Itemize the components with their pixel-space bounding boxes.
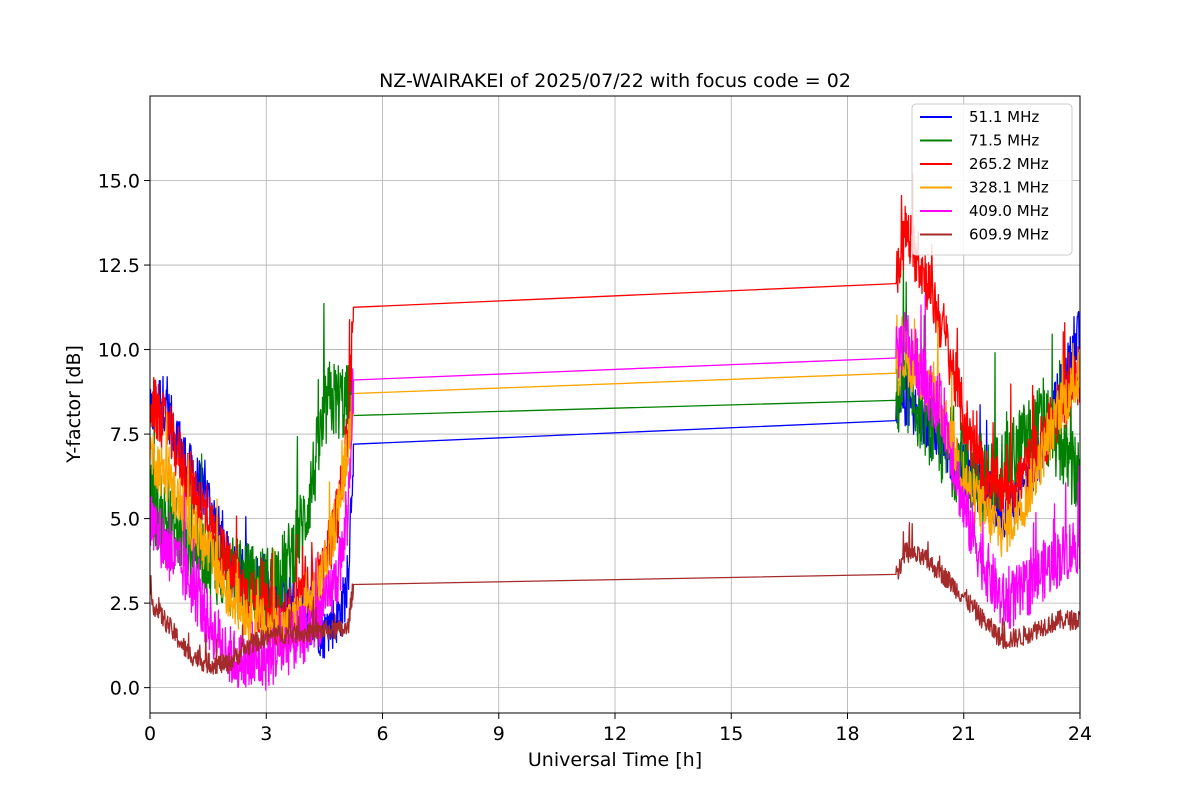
x-tick-label: 21 <box>952 723 976 745</box>
y-tick-label: 7.5 <box>110 424 140 446</box>
x-axis-label: Universal Time [h] <box>528 749 702 771</box>
legend-box <box>911 103 1073 256</box>
x-tick-label: 12 <box>603 723 627 745</box>
legend-entry: 51.1 MHz <box>969 108 1039 126</box>
x-tick-label: 0 <box>144 723 156 745</box>
chart-title: NZ-WAIRAKEI of 2025/07/22 with focus cod… <box>379 70 851 92</box>
legend-entry: 328.1 MHz <box>969 179 1049 197</box>
y-tick-label: 15.0 <box>98 171 140 193</box>
x-tick-label: 6 <box>376 723 388 745</box>
legend-entry: 71.5 MHz <box>969 132 1039 150</box>
x-tick-label: 3 <box>260 723 272 745</box>
series-line-5 <box>150 521 1080 675</box>
legend-entry: 609.9 MHz <box>969 226 1049 244</box>
legend-entry: 265.2 MHz <box>969 155 1049 173</box>
legend: 51.1 MHz 71.5 MHz 265.2 MHz 328.1 MHz 409.0… <box>911 103 1073 256</box>
legend-entry: 409.0 MHz <box>969 202 1049 220</box>
y-tick-label: 0.0 <box>110 678 140 700</box>
y-tick-label: 2.5 <box>110 593 140 615</box>
y-axis-label: Y-factor [dB] <box>63 345 85 464</box>
series-lines <box>150 173 1080 691</box>
series-line-1 <box>150 261 1080 627</box>
y-tick-label: 5.0 <box>110 509 140 531</box>
series-line-3 <box>150 314 1080 657</box>
x-tick-label: 9 <box>493 723 505 745</box>
y-tick-label: 12.5 <box>98 255 140 277</box>
x-tick-label: 18 <box>835 723 859 745</box>
series-line-4 <box>150 294 1080 691</box>
x-tick-label: 15 <box>719 723 743 745</box>
ticks: 0 3 6 9 12 15 18 21 24 0.0 2.5 5.0 7.5 10.0 12.5 15.0 <box>98 171 1092 745</box>
x-tick-label: 24 <box>1068 723 1092 745</box>
y-tick-label: 10.0 <box>98 340 140 362</box>
